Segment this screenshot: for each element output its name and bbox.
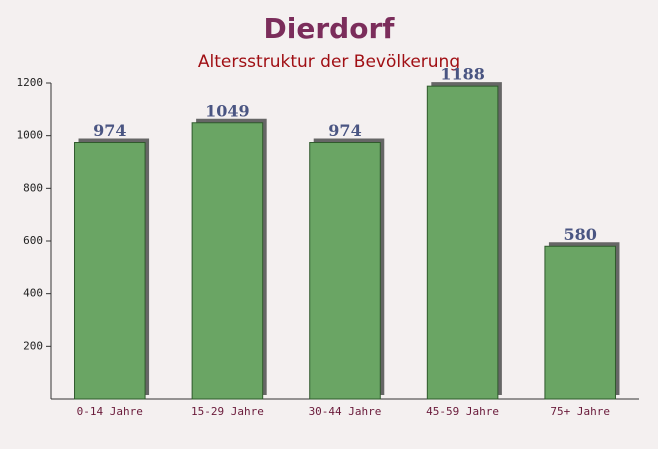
x-tick-label: 0-14 Jahre xyxy=(77,405,143,418)
x-tick-label: 15-29 Jahre xyxy=(191,405,264,418)
y-tick-label: 800 xyxy=(23,181,43,194)
bar xyxy=(544,245,616,400)
value-label: 1049 xyxy=(205,101,250,120)
y-tick-label: 1200 xyxy=(17,76,44,89)
bar xyxy=(309,142,381,400)
value-label: 1188 xyxy=(440,65,485,84)
y-tick-label: 200 xyxy=(23,339,43,352)
x-tick-label: 75+ Jahre xyxy=(550,405,610,418)
chart-title: Dierdorf xyxy=(264,12,396,45)
value-label: 580 xyxy=(563,225,596,244)
chart-subtitle: Altersstruktur der Bevölkerung xyxy=(198,52,460,72)
x-tick-label: 30-44 Jahre xyxy=(309,405,382,418)
bar xyxy=(426,85,499,400)
bar xyxy=(191,122,264,400)
y-tick-label: 1000 xyxy=(17,129,44,142)
bar xyxy=(74,142,146,400)
x-tick-label: 45-59 Jahre xyxy=(426,405,499,418)
value-label: 974 xyxy=(328,121,361,140)
y-tick-label: 400 xyxy=(23,287,43,300)
value-label: 974 xyxy=(93,121,126,140)
y-tick-label: 600 xyxy=(23,234,43,247)
